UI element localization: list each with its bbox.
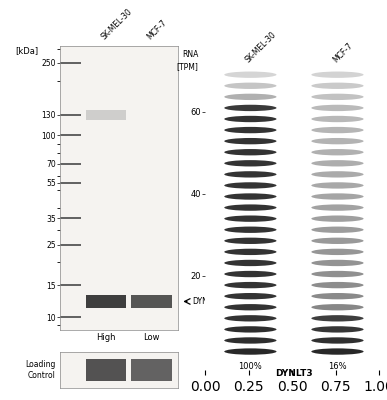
Text: MCF-7: MCF-7 [145,18,168,41]
Ellipse shape [224,83,276,89]
Ellipse shape [224,204,276,211]
Ellipse shape [311,348,364,355]
Ellipse shape [224,260,276,266]
Ellipse shape [311,204,364,211]
Text: DYNLT3: DYNLT3 [192,297,221,306]
Ellipse shape [224,116,276,122]
Ellipse shape [311,226,364,233]
Ellipse shape [224,94,276,100]
Ellipse shape [224,171,276,178]
Ellipse shape [311,249,364,255]
Ellipse shape [224,193,276,200]
Ellipse shape [224,249,276,255]
Ellipse shape [224,271,276,277]
Ellipse shape [224,337,276,344]
Text: SK-MEL-30: SK-MEL-30 [244,30,279,64]
Ellipse shape [224,304,276,310]
Ellipse shape [224,326,276,332]
Ellipse shape [311,260,364,266]
Ellipse shape [311,193,364,200]
Ellipse shape [224,127,276,133]
Ellipse shape [311,271,364,277]
Ellipse shape [224,282,276,288]
Text: Loading
Control: Loading Control [25,360,55,380]
Ellipse shape [224,105,276,111]
Ellipse shape [311,238,364,244]
Ellipse shape [224,149,276,156]
Ellipse shape [224,315,276,322]
Text: MCF-7: MCF-7 [331,41,354,64]
Ellipse shape [311,94,364,100]
Ellipse shape [311,216,364,222]
Ellipse shape [311,105,364,111]
Ellipse shape [311,138,364,144]
Text: 100%: 100% [238,362,262,371]
Ellipse shape [311,127,364,133]
Ellipse shape [311,326,364,332]
Ellipse shape [311,72,364,78]
Ellipse shape [224,72,276,78]
Ellipse shape [224,226,276,233]
Text: DYNLT3: DYNLT3 [275,369,313,378]
Ellipse shape [224,182,276,189]
Text: RNA: RNA [182,50,198,59]
Ellipse shape [311,160,364,166]
Text: 16%: 16% [328,362,347,371]
Ellipse shape [224,293,276,299]
Ellipse shape [311,315,364,322]
Ellipse shape [311,293,364,299]
Ellipse shape [311,116,364,122]
Ellipse shape [311,83,364,89]
Ellipse shape [224,348,276,355]
Ellipse shape [311,171,364,178]
Ellipse shape [311,282,364,288]
Ellipse shape [224,138,276,144]
Ellipse shape [224,238,276,244]
Text: [kDa]: [kDa] [15,46,38,55]
Ellipse shape [311,149,364,156]
Text: [TPM]: [TPM] [176,62,198,72]
Ellipse shape [311,182,364,189]
Ellipse shape [224,216,276,222]
Ellipse shape [224,160,276,166]
Ellipse shape [311,304,364,310]
Text: SK-MEL-30: SK-MEL-30 [100,6,134,41]
Ellipse shape [311,337,364,344]
